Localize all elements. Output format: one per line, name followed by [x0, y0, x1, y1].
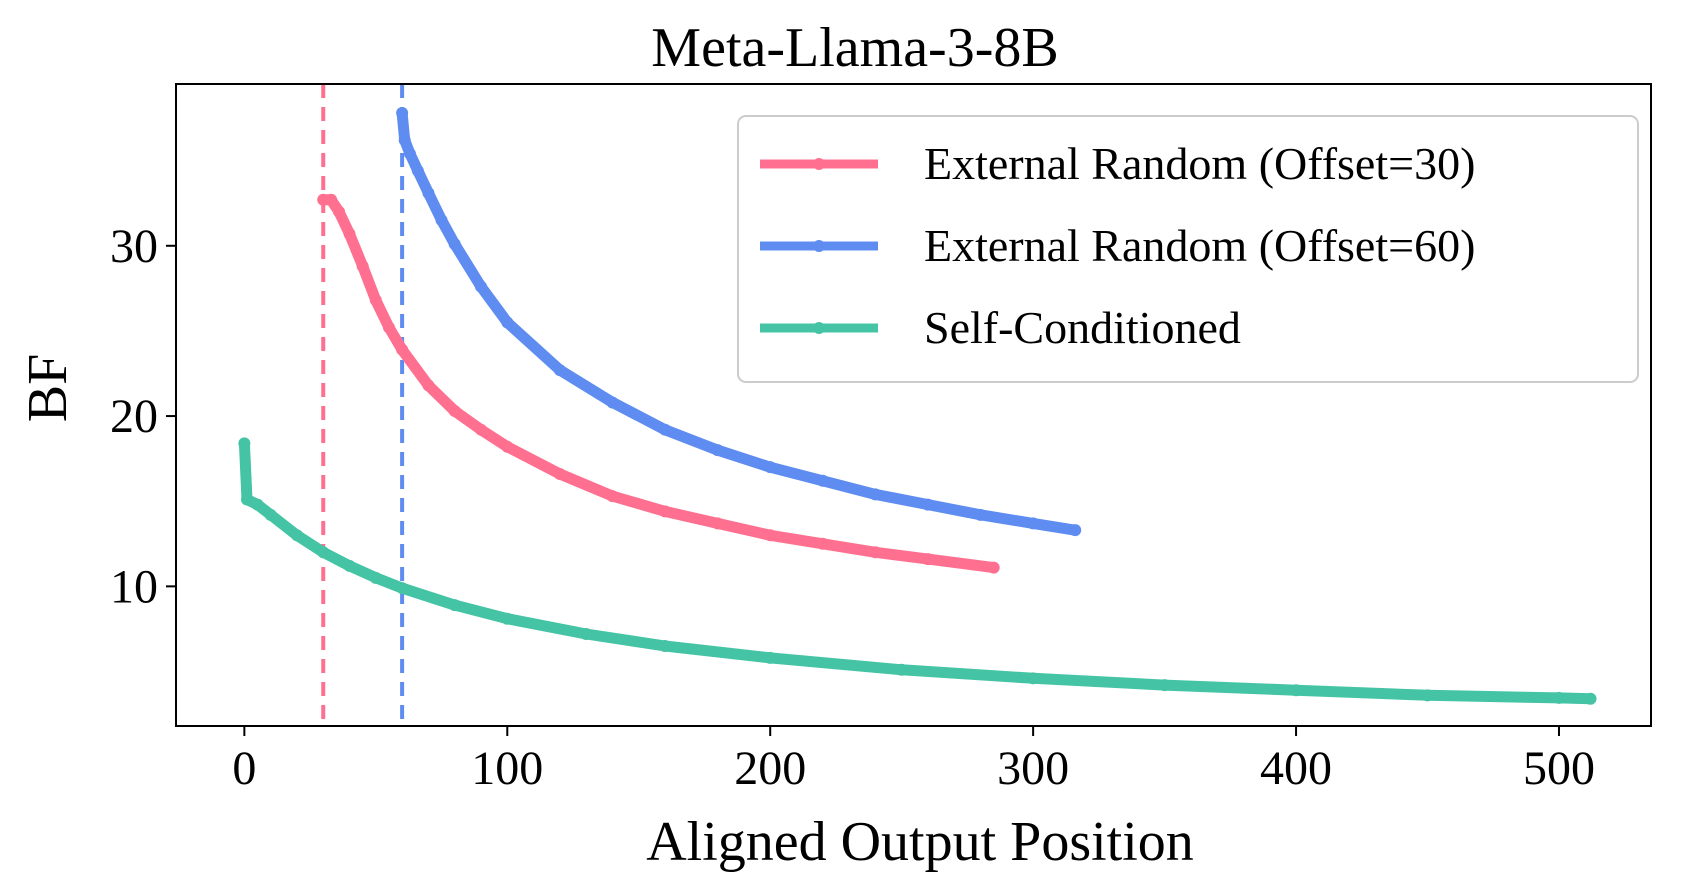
- data-point: [921, 498, 934, 511]
- data-point: [1069, 524, 1082, 537]
- data-point: [553, 364, 566, 377]
- data-point: [764, 461, 777, 474]
- x-tick-label: 0: [232, 742, 256, 795]
- data-point: [240, 493, 253, 506]
- data-point: [333, 205, 346, 218]
- data-point: [1027, 672, 1040, 685]
- plot-frame: [175, 83, 1652, 727]
- data-point: [711, 517, 724, 530]
- data-point: [396, 343, 409, 356]
- y-tick-label: 20: [110, 390, 158, 443]
- data-point: [606, 396, 619, 409]
- x-tick-label: 400: [1260, 742, 1332, 795]
- data-point: [448, 404, 461, 417]
- data-point: [448, 238, 461, 251]
- data-point: [553, 467, 566, 480]
- data-point: [343, 559, 356, 572]
- chart-title: Meta-Llama-3-8B: [651, 17, 1058, 79]
- x-tick-label: 200: [734, 742, 806, 795]
- data-point: [474, 280, 487, 293]
- data-point: [382, 321, 395, 334]
- data-point: [317, 546, 330, 559]
- data-point: [606, 490, 619, 503]
- data-point: [501, 440, 514, 453]
- data-point: [396, 106, 409, 119]
- data-point: [869, 488, 882, 501]
- legend-label-1: External Random (Offset=60): [924, 220, 1475, 271]
- legend-marker-1: [813, 240, 825, 252]
- x-tick-label: 500: [1523, 742, 1595, 795]
- legend-label-2: Self-Conditioned: [924, 302, 1241, 353]
- legend-marker-0: [813, 158, 825, 170]
- x-axis-label: Aligned Output Position: [646, 811, 1194, 873]
- data-point: [1421, 689, 1434, 702]
- data-point: [411, 164, 424, 177]
- data-point: [921, 553, 934, 566]
- data-point: [764, 651, 777, 664]
- y-tick-label: 30: [110, 220, 158, 273]
- data-point: [501, 612, 514, 625]
- data-point: [369, 294, 382, 307]
- data-point: [816, 474, 829, 487]
- legend-marker-2: [813, 322, 825, 334]
- data-point: [659, 423, 672, 436]
- data-point: [1584, 692, 1597, 705]
- y-tick-label: 10: [110, 560, 158, 613]
- data-point: [659, 505, 672, 518]
- data-point: [580, 628, 593, 641]
- data-point: [251, 498, 264, 511]
- data-point: [448, 599, 461, 612]
- data-point: [1290, 684, 1303, 697]
- data-point: [869, 546, 882, 559]
- data-point: [474, 423, 487, 436]
- plot-area: [238, 84, 1597, 726]
- data-point: [422, 186, 435, 199]
- legend-box: [737, 115, 1639, 383]
- data-point: [325, 193, 338, 206]
- data-point: [895, 663, 908, 676]
- legend: External Random (Offset=30) External Rand…: [737, 115, 1639, 383]
- data-point: [764, 529, 777, 542]
- x-tick-label: 300: [997, 742, 1069, 795]
- data-point: [501, 316, 514, 329]
- data-point: [435, 214, 448, 227]
- legend-label-0: External Random (Offset=30): [924, 138, 1475, 189]
- data-point: [711, 444, 724, 457]
- y-axis-label: BF: [17, 354, 79, 423]
- x-tick-label: 100: [471, 742, 543, 795]
- axes: 0 100 200 300 400 500 10 20 30: [110, 83, 1652, 795]
- data-point: [659, 639, 672, 652]
- data-point: [290, 529, 303, 542]
- data-point: [356, 260, 369, 273]
- data-point: [974, 508, 987, 521]
- data-point: [398, 134, 411, 147]
- data-point: [343, 227, 356, 240]
- data-point: [369, 571, 382, 584]
- data-point: [816, 537, 829, 550]
- data-point: [264, 508, 277, 521]
- data-point: [1027, 517, 1040, 530]
- data-point: [404, 147, 417, 160]
- series-group: [238, 106, 1597, 705]
- data-point: [1552, 691, 1565, 704]
- data-point: [238, 437, 251, 450]
- series-line-2: [238, 437, 1596, 705]
- data-point: [396, 582, 409, 595]
- data-point: [1158, 679, 1171, 692]
- data-point: [422, 379, 435, 392]
- data-point: [987, 561, 1000, 574]
